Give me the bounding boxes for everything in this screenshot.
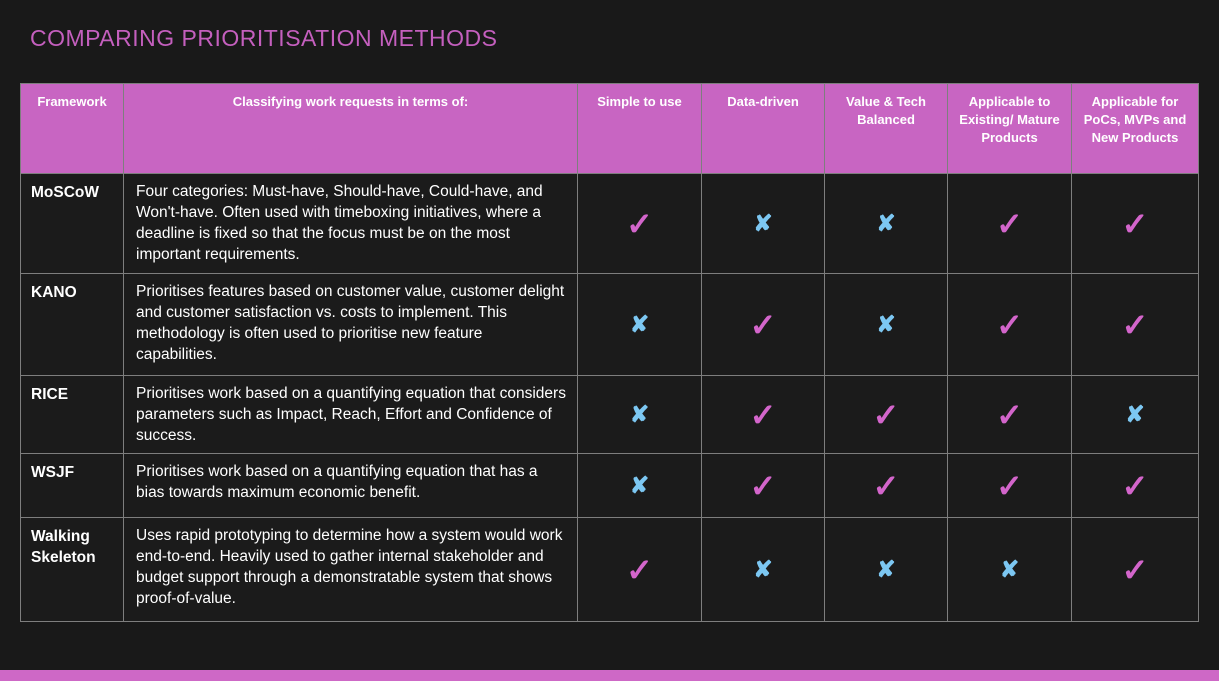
framework-description: Four categories: Must-have, Should-have,… <box>123 173 578 274</box>
check-icon: ✓ <box>749 396 777 433</box>
table-row: Walking Skeleton Uses rapid prototyping … <box>20 517 1199 622</box>
framework-description: Prioritises work based on a quantifying … <box>123 453 578 518</box>
framework-name: KANO <box>20 273 124 376</box>
check-icon: ✓ <box>996 205 1023 242</box>
check-icon: ✓ <box>996 306 1023 343</box>
cross-icon: ✘ <box>753 209 773 236</box>
table-row: MoSCoW Four categories: Must-have, Shoul… <box>20 173 1199 274</box>
header-value-tech-balanced: Value & Tech Balanced <box>824 83 948 174</box>
framework-description: Prioritises features based on customer v… <box>123 273 578 376</box>
check-icon: ✓ <box>626 551 653 588</box>
header-applicable-pocs: Applicable for PoCs, MVPs and New Produc… <box>1071 83 1199 174</box>
header-simple-to-use: Simple to use <box>577 83 702 174</box>
header-data-driven: Data-driven <box>701 83 825 174</box>
table-row: WSJF Prioritises work based on a quantif… <box>20 453 1199 518</box>
cross-icon: ✘ <box>629 471 650 498</box>
header-applicable-existing: Applicable to Existing/ Mature Products <box>947 83 1072 174</box>
cross-icon: ✘ <box>1125 400 1145 427</box>
cross-icon: ✘ <box>876 310 896 337</box>
framework-name: WSJF <box>20 453 124 518</box>
comparison-table: Framework Classifying work requests in t… <box>20 83 1199 622</box>
cross-icon: ✘ <box>629 400 650 427</box>
header-framework: Framework <box>20 83 124 174</box>
check-icon: ✓ <box>1121 205 1149 242</box>
check-icon: ✓ <box>996 467 1023 504</box>
check-icon: ✓ <box>626 205 653 242</box>
header-classifying: Classifying work requests in terms of: <box>123 83 578 174</box>
cross-icon: ✘ <box>999 555 1020 582</box>
check-icon: ✓ <box>1121 467 1149 504</box>
page-title: COMPARING PRIORITISATION METHODS <box>30 25 498 51</box>
check-icon: ✓ <box>872 396 900 433</box>
check-icon: ✓ <box>996 396 1023 433</box>
table-row: KANO Prioritises features based on custo… <box>20 273 1199 376</box>
table-row: RICE Prioritises work based on a quantif… <box>20 375 1199 454</box>
framework-description: Uses rapid prototyping to determine how … <box>123 517 578 622</box>
check-icon: ✓ <box>872 467 900 504</box>
framework-description: Prioritises work based on a quantifying … <box>123 375 578 454</box>
check-icon: ✓ <box>749 306 777 343</box>
footer-bar: www.andremuscat.com <box>0 670 1219 681</box>
footer-website-url: www.andremuscat.com <box>1022 678 1203 681</box>
framework-name: RICE <box>20 375 124 454</box>
cross-icon: ✘ <box>629 310 650 337</box>
table-header-row: Framework Classifying work requests in t… <box>20 83 1199 174</box>
cross-icon: ✘ <box>876 555 896 582</box>
check-icon: ✓ <box>1121 306 1149 343</box>
framework-name: MoSCoW <box>20 173 124 274</box>
cross-icon: ✘ <box>876 209 896 236</box>
check-icon: ✓ <box>1121 551 1149 588</box>
framework-name: Walking Skeleton <box>20 517 124 622</box>
check-icon: ✓ <box>749 467 777 504</box>
cross-icon: ✘ <box>753 555 773 582</box>
